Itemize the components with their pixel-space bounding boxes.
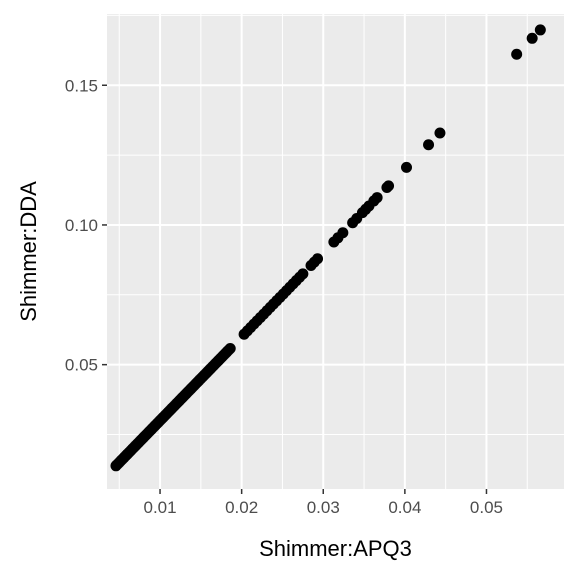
y-tick-label: 0.15 <box>65 76 98 95</box>
x-tick-label: 0.01 <box>143 498 176 517</box>
grid-minor <box>107 14 564 489</box>
plot-panel <box>107 14 564 489</box>
grid-major <box>107 14 564 489</box>
x-tick-label: 0.03 <box>307 498 340 517</box>
y-tick-label: 0.10 <box>65 216 98 235</box>
data-points <box>110 24 546 472</box>
data-point <box>224 342 236 354</box>
data-point <box>371 192 383 204</box>
data-point <box>434 127 446 139</box>
data-point <box>312 253 324 265</box>
data-point <box>526 32 538 44</box>
data-point <box>297 268 309 280</box>
x-tick-label: 0.02 <box>225 498 258 517</box>
data-point <box>337 227 349 239</box>
data-point <box>423 139 435 151</box>
data-point <box>511 48 523 60</box>
y-axis-ticks: 0.05 0.10 0.15 <box>65 76 107 375</box>
x-axis-ticks: 0.01 0.02 0.03 0.04 0.05 <box>143 489 503 517</box>
x-tick-label: 0.05 <box>470 498 503 517</box>
data-point <box>534 24 546 36</box>
y-tick-label: 0.05 <box>65 356 98 375</box>
data-point <box>400 161 412 173</box>
x-tick-label: 0.04 <box>388 498 421 517</box>
y-axis-title: Shimmer:DDA <box>16 181 41 322</box>
x-axis-title: Shimmer:APQ3 <box>259 536 412 561</box>
data-point <box>383 180 395 192</box>
